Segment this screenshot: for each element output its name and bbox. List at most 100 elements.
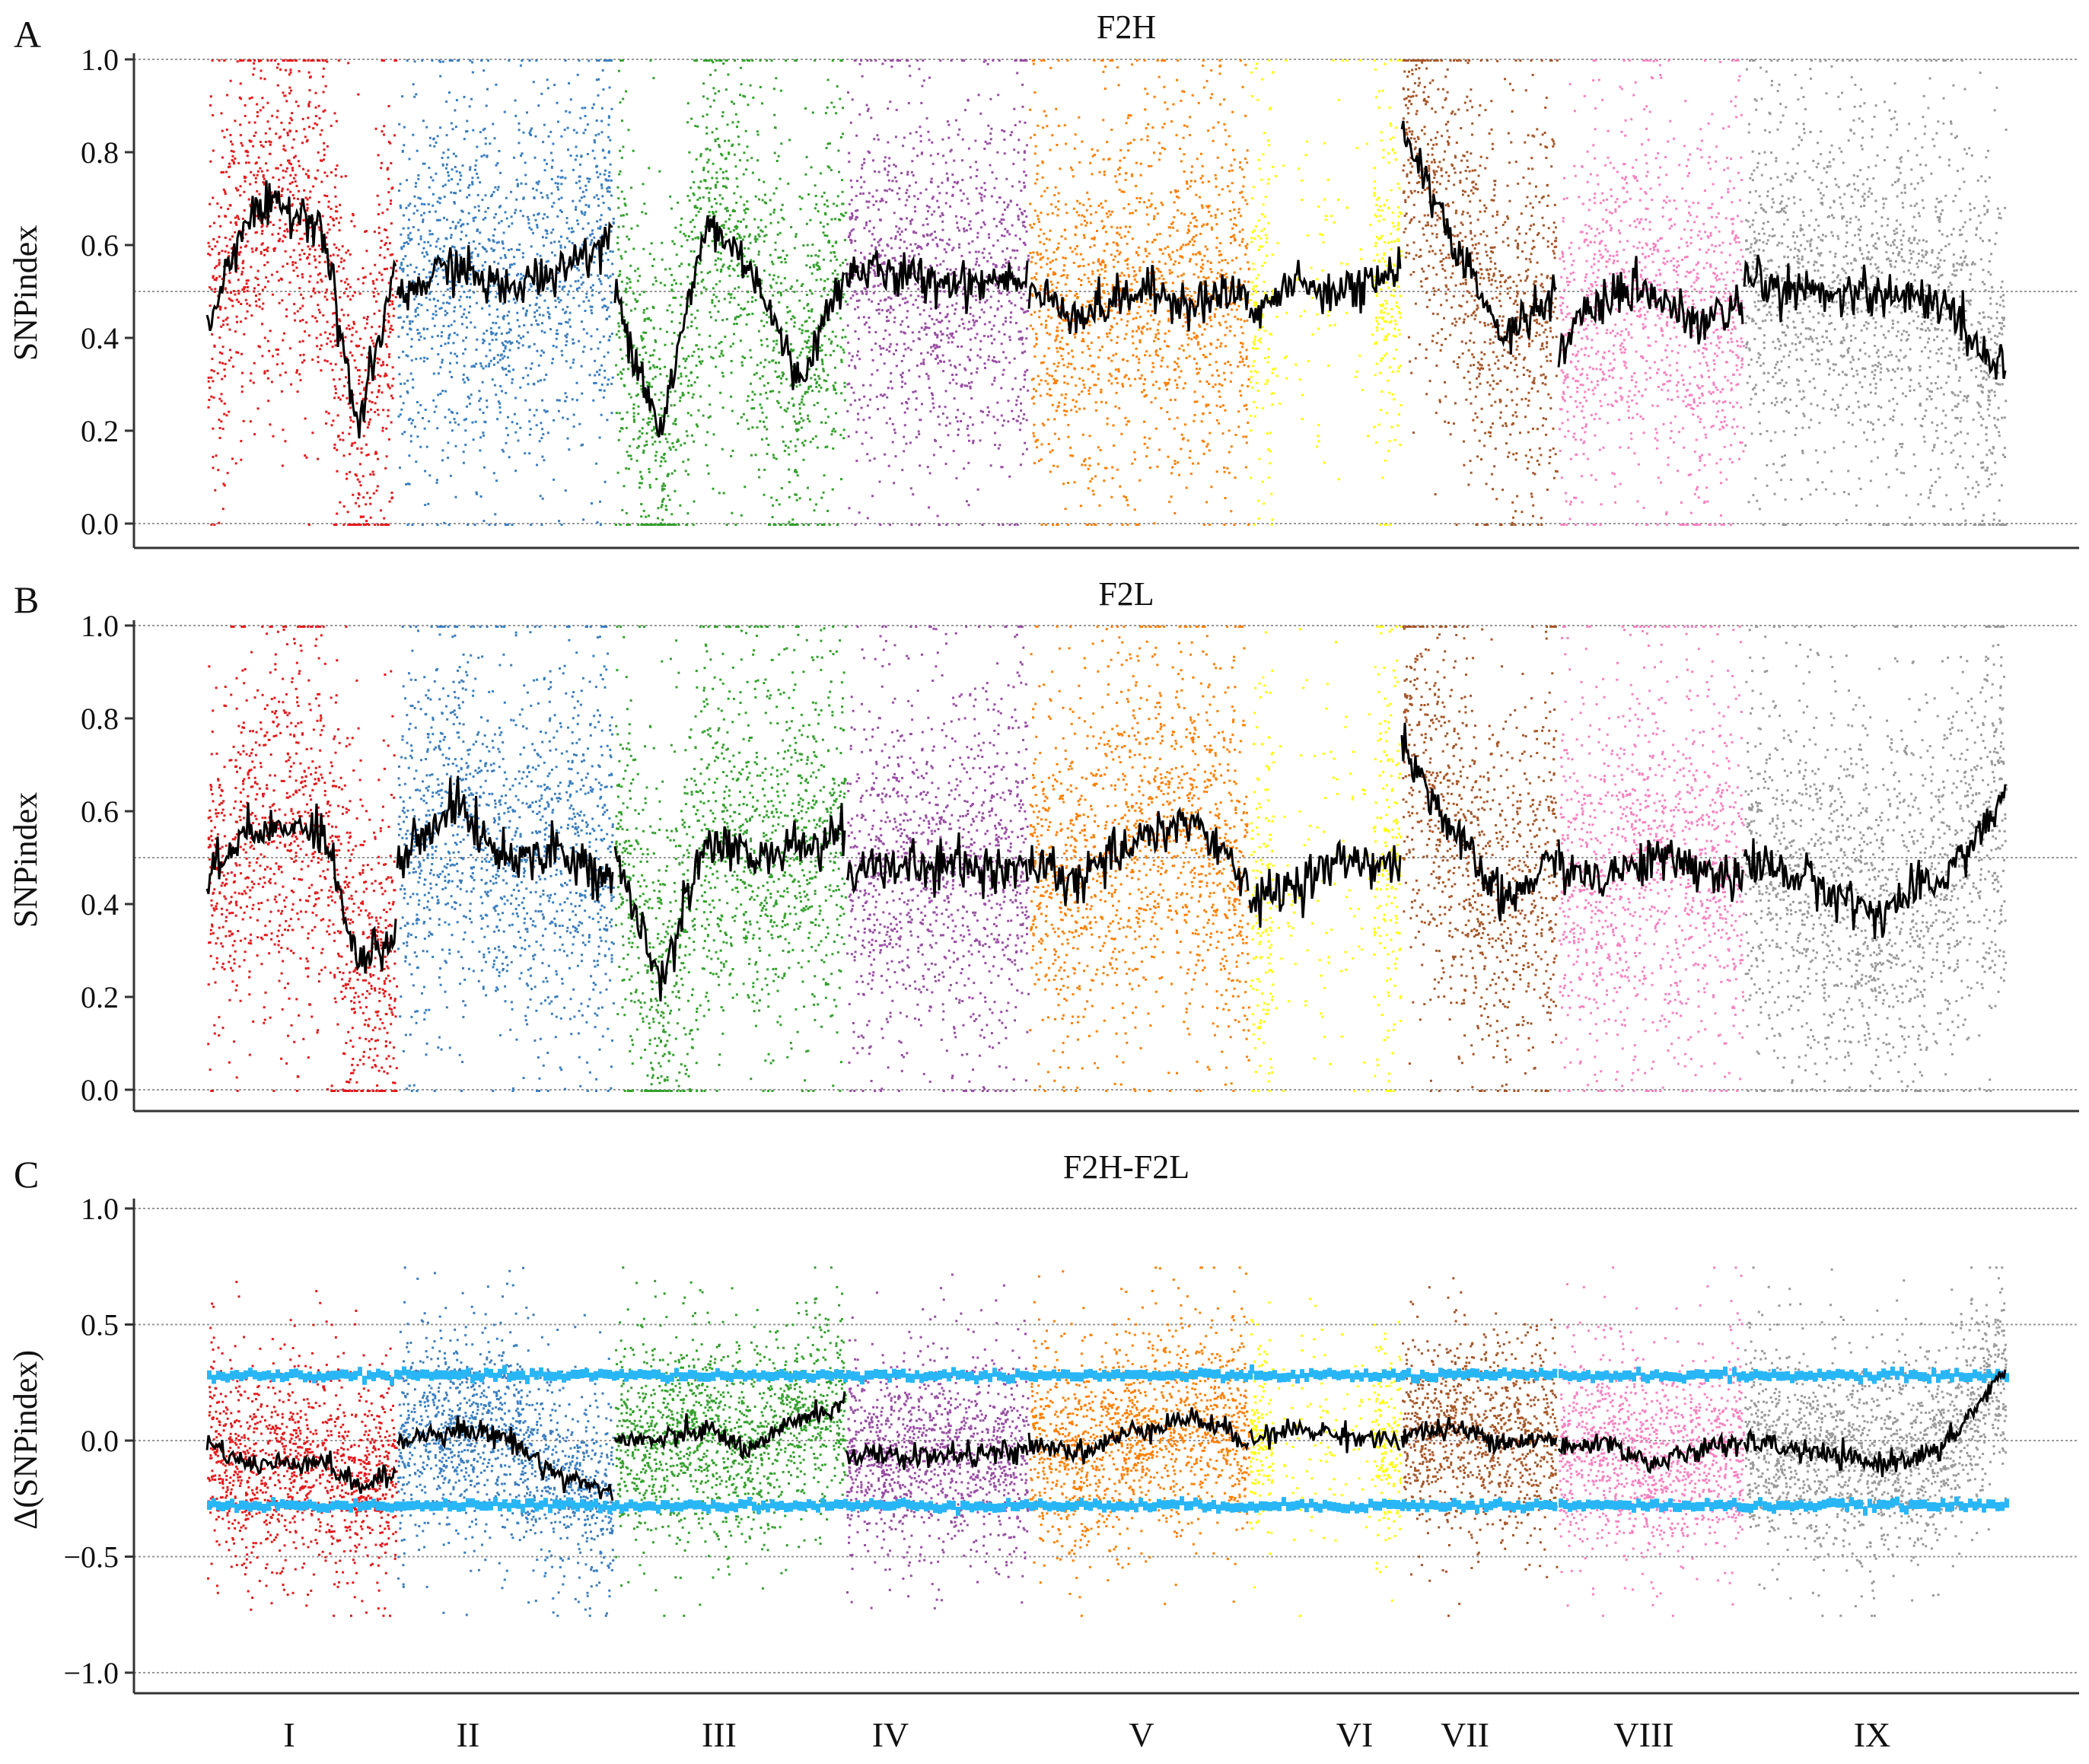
panel-a-label: A: [14, 13, 41, 56]
panel-c-label: C: [14, 1153, 39, 1196]
chromosome-v-points: [1029, 59, 1250, 526]
threshold-lower: [207, 1496, 2009, 1516]
mean-line-v: [1027, 1407, 1250, 1465]
mean-line-iii: [613, 1391, 846, 1461]
panel-a: A F2H SNPindex 0.0 0.2 0.4 0.6 0.8 1.0: [7, 8, 2079, 549]
mean-line-viii: [1557, 1431, 1743, 1475]
chromosome-label: VIII: [1613, 1715, 1673, 1754]
chromosome-iii-points: [615, 1266, 847, 1617]
snp-points: [207, 59, 398, 526]
panel-a-points: [207, 59, 2008, 526]
snp-points: [1744, 1266, 2008, 1617]
panel-c-ytick: −0.5: [63, 1540, 119, 1575]
threshold-upper: [207, 1364, 2009, 1386]
chromosome-ix-points: [1744, 626, 2008, 1092]
mean-line-vii: [1400, 120, 1558, 355]
chromosome-iii-points: [615, 59, 847, 526]
chromosome-label: VI: [1336, 1715, 1374, 1754]
chromosome-v-points: [1029, 1266, 1250, 1617]
panel-c-mean-lines: [205, 1369, 2007, 1501]
snp-points: [1029, 1266, 1250, 1617]
panel-b-ylabel: SNPindex: [7, 792, 44, 928]
panel-c: C F2H-F2L Δ(SNPindex) −1.0 −0.5 0.0 0.5 …: [7, 1148, 2079, 1695]
chromosome-i-points: [207, 626, 398, 1092]
snp-points: [1029, 59, 1250, 526]
mean-line-i: [205, 1434, 397, 1494]
panel-c-ytick: 1.0: [81, 1192, 119, 1226]
panel-c-ylabel: Δ(SNPindex): [7, 1350, 44, 1530]
chromosome-vii-points: [1402, 626, 1559, 1092]
panel-b-ytick: 0.4: [81, 887, 119, 922]
panel-a-ytick: 0.0: [81, 507, 119, 541]
snp-points: [1559, 59, 1745, 526]
panel-a-ytick: 0.6: [81, 228, 119, 263]
snp-points: [615, 1266, 847, 1617]
panel-a-ytick: 1.0: [81, 43, 119, 77]
mean-line-iv: [845, 832, 1029, 900]
snp-points: [1559, 1266, 1745, 1617]
mean-line-vii: [1400, 722, 1558, 922]
chromosome-v-points: [1029, 626, 1250, 1092]
chromosome-label: III: [702, 1715, 737, 1754]
panel-c-points: [207, 1266, 2008, 1617]
panel-a-title: F2H: [1097, 8, 1156, 46]
panel-a-ticks: 0.0 0.2 0.4 0.6 0.8 1.0: [81, 43, 119, 541]
mean-line-viii: [1557, 256, 1744, 368]
panel-a-ylabel: SNPindex: [7, 225, 44, 361]
snp-points: [1250, 1298, 1403, 1617]
snp-points: [1559, 626, 1745, 1092]
mean-line-iii: [613, 803, 846, 1001]
snp-points: [207, 1281, 398, 1617]
panel-a-ytick: 0.4: [81, 321, 119, 355]
chromosome-label: II: [457, 1715, 480, 1754]
mean-line-ix: [1743, 254, 2007, 380]
chromosome-label: I: [283, 1715, 295, 1754]
panel-c-title: F2H-F2L: [1063, 1148, 1189, 1186]
snp-points: [1402, 1277, 1559, 1617]
chromosome-iv-points: [846, 626, 1030, 1092]
mean-line-vi: [1248, 839, 1402, 928]
panel-b-mean-lines: [205, 722, 2007, 1001]
mean-line-ii: [396, 1415, 614, 1501]
chromosome-label: V: [1129, 1715, 1154, 1754]
chromosome-vii-points: [1402, 1277, 1559, 1617]
mean-line-ii: [396, 221, 613, 310]
mean-line-ii: [396, 775, 614, 902]
mean-line-iv: [845, 250, 1029, 314]
panel-a-mean-lines: [205, 120, 2007, 439]
mean-line-viii: [1557, 839, 1744, 903]
panel-c-ticks: −1.0 −0.5 0.0 0.5 1.0: [63, 1192, 119, 1690]
panel-c-ytick: 0.0: [81, 1424, 119, 1458]
chromosome-i-points: [207, 1281, 398, 1617]
snp-points: [615, 59, 847, 526]
panel-b-ytick: 1.0: [81, 609, 119, 643]
panel-c-ytick: 0.5: [81, 1308, 119, 1342]
mean-line-vi: [1248, 246, 1402, 329]
panel-a-axes: [125, 53, 2079, 549]
panel-a-ytick: 0.8: [81, 135, 119, 170]
panel-b-axes: [125, 620, 2079, 1113]
panel-b-ytick: 0.0: [81, 1073, 119, 1107]
mean-line-vii: [1400, 1416, 1558, 1457]
mean-line-ix: [1743, 784, 2007, 940]
chromosome-label: IV: [872, 1715, 909, 1754]
panel-c-axes: [125, 1199, 2079, 1695]
snp-points: [207, 626, 398, 1092]
snp-points: [1402, 59, 1559, 526]
panel-b-label: B: [14, 578, 39, 621]
panel-c-ytick: −1.0: [63, 1656, 119, 1690]
panel-b-title: F2L: [1098, 575, 1154, 613]
panel-b-ytick: 0.2: [81, 980, 119, 1014]
snp-points: [1402, 626, 1559, 1092]
chromosome-label: IX: [1854, 1715, 1891, 1754]
panel-b: B F2L SNPindex 0.0 0.2 0.4 0.6 0.8 1.0: [7, 575, 2079, 1113]
panel-a-ytick: 0.2: [81, 414, 119, 448]
mean-line-i: [205, 802, 397, 974]
mean-line-vi: [1248, 1418, 1401, 1454]
chromosome-i-points: [207, 59, 398, 526]
panel-b-ticks: 0.0 0.2 0.4 0.6 0.8 1.0: [81, 609, 119, 1107]
chromosome-viii-points: [1559, 626, 1745, 1092]
panel-b-ytick: 0.6: [81, 794, 119, 829]
snp-points: [1744, 626, 2008, 1092]
